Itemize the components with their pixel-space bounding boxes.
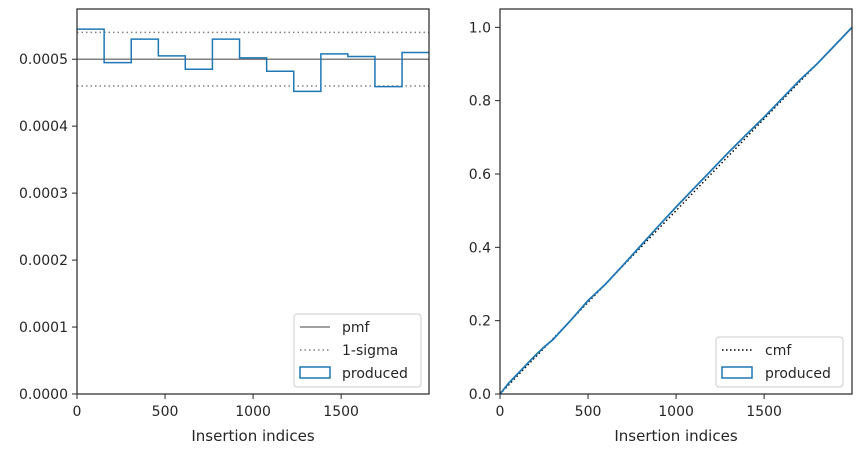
y-tick-label: 0.0001 [19, 320, 68, 336]
x-axis-ticks: 0 500 1000 1500 [496, 394, 782, 420]
produced-histogram [77, 28, 429, 93]
plot-area [77, 28, 429, 93]
y-tick-label: 0.0002 [19, 253, 68, 269]
legend-cmf-label: cmf [765, 343, 792, 359]
produced-series-line [499, 26, 853, 395]
x-tick-label: 1000 [658, 404, 694, 420]
cmf-panel: 0 500 1000 1500 0.0 0.2 0.4 0.6 0.8 1.0 Insertio… [469, 8, 853, 445]
y-tick-label: 0.0 [469, 387, 491, 403]
y-axis-ticks: 0.0 0.2 0.4 0.6 0.8 1.0 [469, 20, 500, 403]
y-tick-label: 0.0005 [19, 52, 68, 68]
legend-pmf-label: pmf [342, 320, 371, 336]
legend-produced-label: produced [342, 366, 408, 382]
y-tick-label: 0.6 [469, 167, 491, 183]
x-tick-label: 500 [575, 404, 602, 420]
x-axis-ticks: 0 500 1000 1500 [73, 394, 359, 420]
y-tick-label: 0.0003 [19, 186, 68, 202]
y-tick-label: 0.8 [469, 94, 491, 110]
y-axis-ticks: 0.0000 0.0001 0.0002 0.0003 0.0004 0.0005 [19, 52, 77, 403]
y-tick-label: 0.4 [469, 240, 491, 256]
x-tick-label: 0 [496, 404, 505, 420]
y-tick-label: 0.2 [469, 314, 491, 330]
axes-frame [499, 8, 853, 395]
y-tick-label: 0.0000 [19, 387, 68, 403]
legend: pmf 1-sigma produced [293, 313, 422, 388]
legend: cmf produced [715, 336, 844, 388]
x-axis-label: Insertion indices [614, 427, 737, 445]
y-tick-label: 1.0 [469, 20, 491, 36]
legend-produced-swatch [721, 366, 753, 379]
plot-area [499, 26, 853, 395]
x-tick-label: 500 [152, 404, 179, 420]
legend-produced-swatch [299, 366, 331, 379]
x-tick-label: 0 [73, 404, 82, 420]
legend-box [715, 336, 844, 388]
pmf-histogram-panel: 0 500 1000 1500 0.00000.00010.00020.00030.0… [19, 8, 430, 445]
x-tick-label: 1500 [323, 404, 359, 420]
legend-sigma-label: 1-sigma [342, 343, 398, 359]
legend-box [293, 313, 422, 388]
x-tick-label: 1000 [235, 404, 271, 420]
x-tick-label: 1500 [746, 404, 782, 420]
x-axis-label: Insertion indices [191, 427, 314, 445]
legend-produced-label: produced [765, 366, 831, 382]
y-tick-label: 0.0004 [19, 119, 68, 135]
